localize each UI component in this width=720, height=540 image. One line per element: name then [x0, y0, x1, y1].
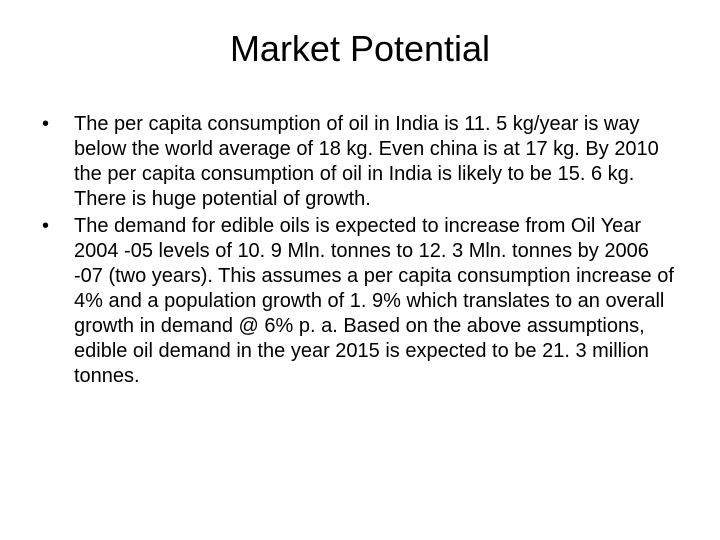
- list-item: • The per capita consumption of oil in I…: [40, 112, 680, 212]
- bullet-marker-icon: •: [40, 112, 74, 137]
- slide-title: Market Potential: [40, 28, 680, 70]
- bullet-marker-icon: •: [40, 214, 74, 239]
- bullet-text: The demand for edible oils is expected t…: [74, 214, 680, 389]
- bullet-list: • The per capita consumption of oil in I…: [40, 112, 680, 389]
- list-item: • The demand for edible oils is expected…: [40, 214, 680, 389]
- bullet-text: The per capita consumption of oil in Ind…: [74, 112, 680, 212]
